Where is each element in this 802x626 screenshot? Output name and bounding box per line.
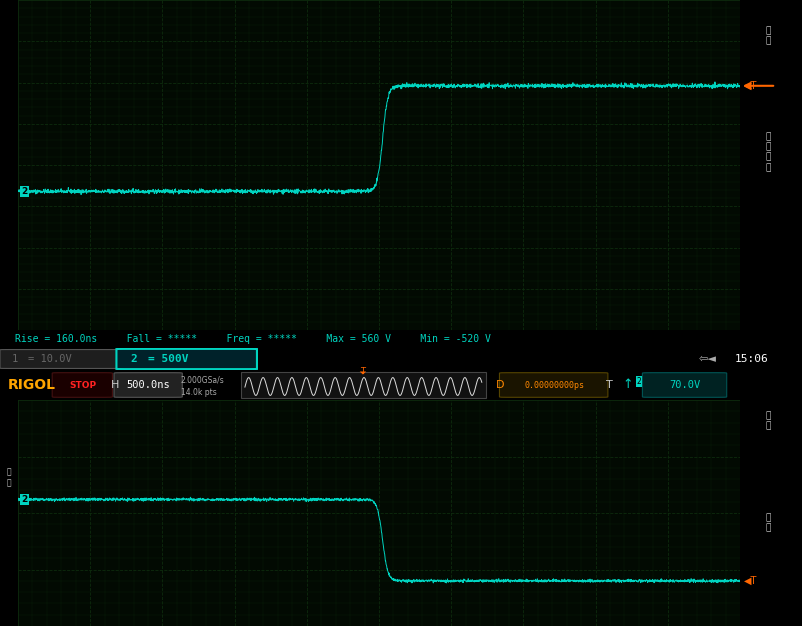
Text: STOP: STOP [69,381,96,389]
Text: 70.0V: 70.0V [669,380,699,390]
Text: H: H [111,380,119,390]
Text: 2: 2 [636,377,641,386]
Text: 0.00000000ps: 0.00000000ps [524,381,583,389]
FancyBboxPatch shape [0,349,124,369]
Text: RIGOL: RIGOL [8,378,56,392]
Text: 水
平: 水 平 [6,468,11,487]
FancyBboxPatch shape [642,372,726,398]
Text: 存
储: 存 储 [765,411,770,431]
Text: 500.0ns: 500.0ns [127,380,170,390]
Text: D: D [495,380,504,390]
Text: ◀T: ◀T [743,81,756,91]
Text: ◀T: ◀T [743,576,756,586]
Text: 15:06: 15:06 [734,354,768,364]
Text: = 500V: = 500V [148,354,188,364]
FancyBboxPatch shape [114,372,182,398]
Text: 2.000GSa/s: 2.000GSa/s [180,375,224,384]
Text: Rise = 160.0ns     Fall = *****     Freq = *****     Max = 560 V     Min = -520 : Rise = 160.0ns Fall = ***** Freq = *****… [14,334,490,344]
Text: 14.0k pts: 14.0k pts [180,388,217,397]
Text: T: T [360,367,365,376]
Text: ⇦◄: ⇦◄ [698,354,715,364]
Text: = 10.0V: = 10.0V [28,354,71,364]
Text: 保
存: 保 存 [765,513,770,532]
FancyBboxPatch shape [52,372,112,398]
Polygon shape [359,371,366,374]
FancyBboxPatch shape [499,372,607,398]
Text: 2: 2 [22,187,28,196]
Text: 2: 2 [22,495,28,504]
Text: T: T [606,380,612,390]
Text: 2: 2 [130,354,136,364]
Bar [241,372,485,398]
FancyBboxPatch shape [116,349,257,369]
Text: 保
存: 保 存 [765,26,770,46]
Text: 新
建
文
件: 新 建 文 件 [765,132,770,172]
Text: ↑: ↑ [622,379,632,391]
Text: 1: 1 [12,354,18,364]
